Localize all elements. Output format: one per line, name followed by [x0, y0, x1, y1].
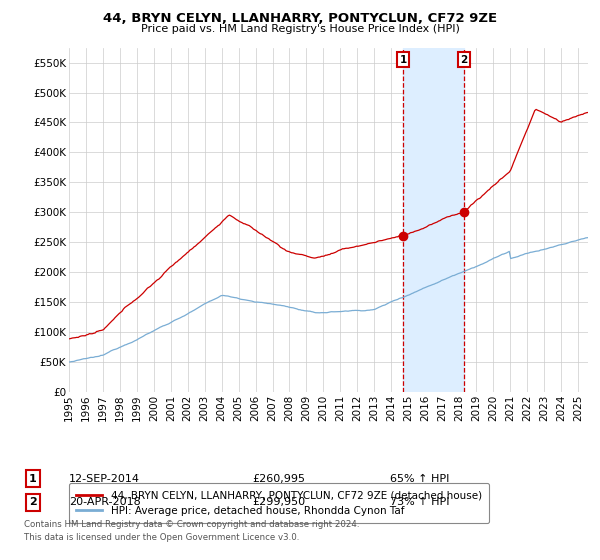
Legend: 44, BRYN CELYN, LLANHARRY, PONTYCLUN, CF72 9ZE (detached house), HPI: Average pr: 44, BRYN CELYN, LLANHARRY, PONTYCLUN, CF… — [69, 483, 489, 523]
Text: 20-APR-2018: 20-APR-2018 — [69, 497, 141, 507]
Text: 44, BRYN CELYN, LLANHARRY, PONTYCLUN, CF72 9ZE: 44, BRYN CELYN, LLANHARRY, PONTYCLUN, CF… — [103, 12, 497, 25]
Text: 12-SEP-2014: 12-SEP-2014 — [69, 474, 140, 484]
Bar — [403, 48, 464, 392]
Text: £299,950: £299,950 — [252, 497, 305, 507]
Text: Contains HM Land Registry data © Crown copyright and database right 2024.: Contains HM Land Registry data © Crown c… — [24, 520, 359, 529]
Text: 1: 1 — [29, 474, 37, 484]
Text: 2: 2 — [29, 497, 37, 507]
Text: 1: 1 — [400, 54, 407, 64]
Text: 2: 2 — [460, 54, 467, 64]
Text: 65% ↑ HPI: 65% ↑ HPI — [390, 474, 449, 484]
Text: This data is licensed under the Open Government Licence v3.0.: This data is licensed under the Open Gov… — [24, 533, 299, 542]
Text: £260,995: £260,995 — [252, 474, 305, 484]
Text: Price paid vs. HM Land Registry's House Price Index (HPI): Price paid vs. HM Land Registry's House … — [140, 24, 460, 34]
Text: 73% ↑ HPI: 73% ↑ HPI — [390, 497, 449, 507]
